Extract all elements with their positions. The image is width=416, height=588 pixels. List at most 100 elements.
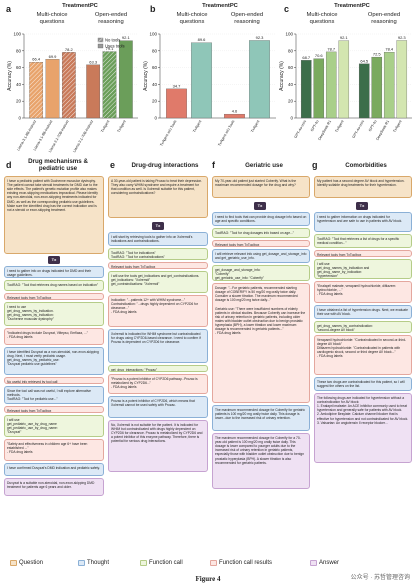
panel-g-title: Comorbidities: [345, 162, 387, 169]
x-tick-label: TxAgent: [192, 120, 202, 134]
y-tick-label: 0: [290, 116, 293, 121]
function-box-d3: I will use get_pediatric_use_by_drug_nam…: [4, 415, 104, 437]
answer-box-e: No, Xolremdi is not suitable for the pat…: [108, 420, 208, 472]
x-tick-label: TxAgent: [334, 120, 344, 134]
y-tick-label: 40: [152, 82, 158, 87]
thought-box-d2: I have identified Duvyzat as a non-stero…: [4, 347, 104, 375]
panel-c-label: c: [284, 4, 290, 14]
results-box-d3: No useful info retrieved by tool call: [4, 377, 104, 384]
panel-c-sub1: Multi-choice questions: [306, 12, 338, 25]
results-box-d4: Relevant tools from TxToolbox: [4, 406, 104, 413]
watermark: 公众号 · 苏哲管理咨询: [350, 575, 410, 581]
function-box-e2: I will use the tools get_indications and…: [108, 271, 208, 293]
thought-box-e3: Prozac is a potent inhibitor of CYP2D6, …: [108, 396, 208, 418]
bar: [45, 59, 60, 119]
thought-box-f3: The maximum recommended dosage for Cober…: [212, 405, 310, 431]
bar: [338, 40, 350, 119]
legend-answer: Answer: [310, 560, 339, 566]
bar-hatch: [62, 52, 76, 119]
bar: [383, 51, 395, 119]
bar-value-label: 92.3: [256, 35, 265, 40]
question-box-f: My 70-year-old patient just started Cobe…: [212, 176, 310, 198]
function-box-g1: ToolRAG: "Tool that retrieves a list of …: [314, 234, 412, 248]
bar-value-label: 66.4: [32, 57, 41, 62]
results-box-f2: Dosage: "...For geriatric patients, reco…: [212, 283, 310, 403]
x-tick-label: TxAgent: [100, 120, 110, 134]
y-tick-label: 40: [16, 82, 22, 87]
txagent-icon: Tx: [48, 256, 60, 264]
bar: [358, 63, 370, 119]
y-tick-label: 100: [285, 32, 293, 37]
y-tick-label: 40: [288, 82, 294, 87]
x-tick-label: TxAgent: [117, 120, 127, 134]
panel-c-sub2: Open-ended reasoning: [367, 12, 401, 25]
bar: [371, 56, 383, 119]
bar: [224, 113, 245, 119]
thought-box-d1: I need to gather info on drugs indicated…: [4, 266, 104, 278]
legend-thought: Thought: [78, 560, 109, 566]
function-box-f2: get_dosage_and_storage_info: "Coberify" …: [212, 265, 310, 281]
results-box-f1: Relevant tools from TxToolbox: [212, 240, 310, 247]
function-box-g3: get_drug_names_by_contraindication: "sec…: [314, 321, 412, 333]
question-box-d: I have a pediatric patient with Duchenne…: [4, 176, 104, 254]
bar: [166, 88, 187, 119]
function-box-e1: ToolRAG: "Tool for indications" ToolRAG:…: [108, 248, 208, 260]
legend-function-call: Function call: [140, 560, 183, 566]
panel-a-sub1: Multi-choice questions: [36, 12, 68, 25]
bar-value-label: 78.2: [65, 47, 74, 52]
x-tick-label: TxAgent: [392, 120, 402, 134]
y-tick-label: 0: [18, 116, 21, 121]
x-tick-label: TxAgent w/o Tools: [217, 119, 235, 147]
thought-box-f1: I need to find tools that can provide dr…: [212, 212, 310, 226]
panel-f-label: f: [212, 160, 215, 170]
x-tick-label: TxAgent: [250, 120, 260, 134]
bar-value-label: 92.3: [398, 35, 407, 40]
bar-value-label: 78.4: [385, 47, 394, 52]
legend-swatch-hatch: [98, 38, 103, 42]
y-tick-label: 20: [16, 99, 22, 104]
legend-label: No tools: [105, 38, 120, 43]
y-tick-label: 0: [154, 116, 157, 121]
x-tick-label: Llama-3.1-70B-Instruct: [72, 119, 94, 153]
panel-c-title: TreatmentPC: [334, 3, 370, 9]
panel-a-label: a: [6, 4, 12, 14]
function-box-e3: get_drug_interactions: "Prozac": [108, 365, 208, 372]
results-box-d1: Relevant tools from TxToolbox: [4, 293, 104, 300]
panel-a-title: TreatmentPC: [62, 3, 98, 9]
bar: [118, 40, 133, 119]
results-box-e2: Indication: "...patients 12+ with WHIM s…: [108, 295, 208, 327]
bar: [313, 58, 325, 119]
panel-b-label: b: [150, 4, 156, 14]
txagent-icon: Tx: [254, 202, 266, 210]
answer-box-d: Duvyzat is a suitable non-steroidal, non…: [4, 478, 104, 496]
thought-box-g3: These two drugs are contraindicated for …: [314, 377, 412, 391]
bar: [396, 40, 408, 119]
results-box-d5: "Safety and effectiveness in children ag…: [4, 439, 104, 461]
figure-caption: Figure 4: [195, 575, 221, 583]
y-axis-label: Accuracy (%): [143, 61, 149, 91]
y-tick-label: 100: [13, 32, 21, 37]
function-box-d2: I need to use get_drug_names_by_indicati…: [4, 302, 104, 326]
thought-box-e1: I will start by retrieving tools to gath…: [108, 232, 208, 246]
bar: [86, 64, 101, 119]
legend-question: Question: [10, 560, 43, 566]
thought-box-g1: I need to gather information on drugs in…: [314, 212, 412, 232]
bar-value-label: 34.7: [173, 83, 182, 88]
bar-value-label: 64.5: [360, 58, 369, 63]
y-tick-label: 100: [149, 32, 157, 37]
panel-f-title: Geriatric use: [245, 162, 283, 169]
legend-label: Uses tools: [105, 44, 125, 49]
function-box-f1: ToolRAG: "Tool for drug dosages info bas…: [212, 228, 310, 238]
y-tick-label: 20: [152, 99, 158, 104]
panel-d-title: Drug mechanisms & pediatric use: [28, 158, 88, 173]
legend: Question Thought Function call Function …: [0, 560, 416, 572]
panel-b-sub2: Open-ended reasoning: [230, 12, 264, 25]
bar-value-label: 78.7: [327, 46, 336, 51]
bar-value-label: 4.6: [232, 109, 238, 114]
charts-area: 0 20 40 60 80 100 Accuracy (%) 66.4 Llama-3.1-8B…: [0, 0, 416, 155]
x-tick-label: GPT-4o-mini: [352, 119, 366, 139]
results-box-g3: Verapamil hydrochloride: "Contraindicate…: [314, 335, 412, 375]
panel-g-label: g: [312, 160, 318, 170]
y-tick-label: 80: [16, 48, 22, 53]
x-tick-label: DeepSeek-R1: [317, 120, 332, 142]
